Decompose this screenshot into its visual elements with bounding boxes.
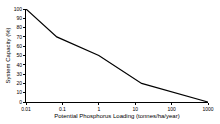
svg-text:1000: 1000	[202, 106, 213, 112]
svg-text:10: 10	[16, 89, 22, 95]
svg-text:30: 30	[16, 71, 22, 77]
svg-text:80: 80	[16, 24, 22, 30]
svg-text:20: 20	[16, 80, 22, 86]
svg-text:0.1: 0.1	[59, 106, 66, 112]
svg-text:0.01: 0.01	[21, 106, 31, 112]
svg-text:1: 1	[97, 106, 100, 112]
svg-text:90: 90	[16, 15, 22, 21]
svg-text:100: 100	[14, 6, 23, 12]
svg-text:0: 0	[19, 99, 22, 105]
svg-text:40: 40	[16, 62, 22, 68]
svg-text:100: 100	[167, 106, 176, 112]
svg-text:10: 10	[132, 106, 138, 112]
svg-text:System Capacity (%): System Capacity (%)	[5, 27, 11, 83]
svg-text:Potential Phosphorus Loading (: Potential Phosphorus Loading (tonnes/ha/…	[54, 113, 179, 119]
svg-text:60: 60	[16, 43, 22, 49]
svg-text:70: 70	[16, 34, 22, 40]
svg-text:50: 50	[16, 52, 22, 58]
